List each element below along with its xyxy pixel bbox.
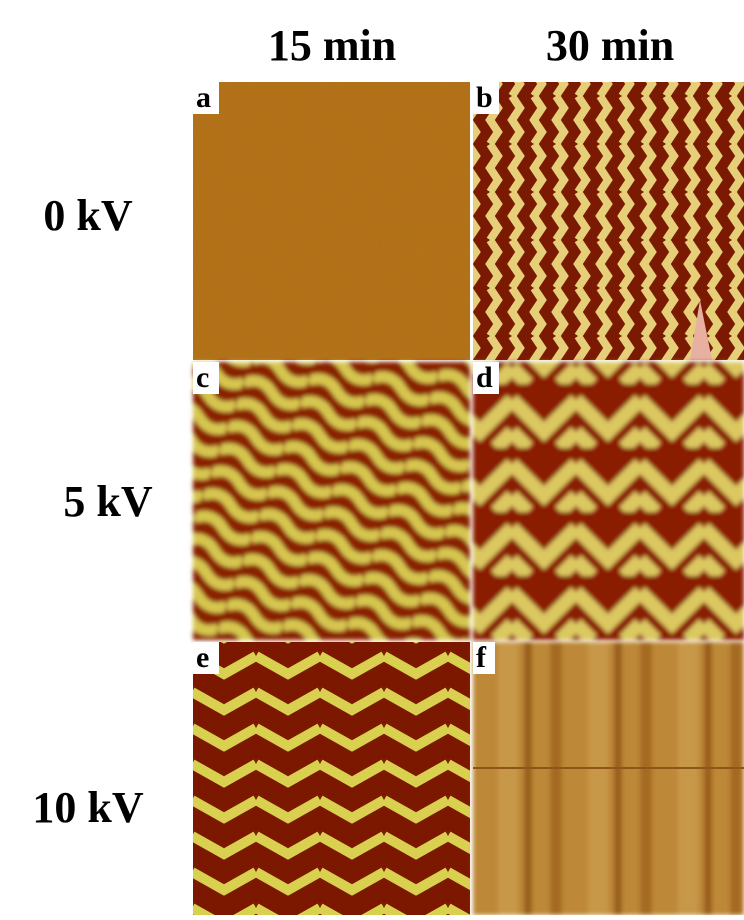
panel-c	[193, 362, 470, 640]
panel-f	[473, 642, 744, 915]
panel-label: c	[196, 361, 209, 394]
panel-e	[193, 642, 470, 915]
row-label: 10 kV	[32, 783, 143, 832]
panel-label: b	[476, 81, 493, 114]
panel-label: d	[476, 361, 493, 394]
panel-label: f	[476, 641, 487, 674]
panel-d	[473, 362, 744, 640]
panel-label: a	[196, 81, 211, 114]
row-label: 0 kV	[43, 191, 132, 240]
panel-a	[193, 82, 470, 360]
column-header: 30 min	[546, 21, 674, 70]
column-header: 15 min	[268, 21, 396, 70]
row-label: 5 kV	[63, 477, 152, 526]
panel-b	[473, 82, 744, 360]
panel-label: e	[196, 641, 209, 674]
figure: 15 min 30 min 0 kV 5 kV 10 kV a b c d e …	[0, 0, 744, 915]
